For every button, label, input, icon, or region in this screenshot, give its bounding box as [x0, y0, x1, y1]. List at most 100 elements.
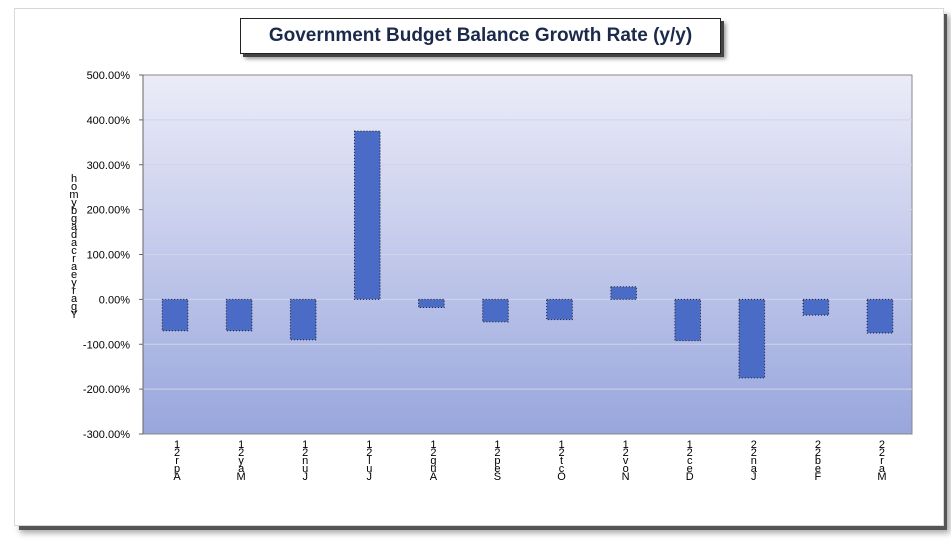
x-tick-char: b: [815, 455, 821, 467]
x-tick-char: 2: [494, 447, 500, 459]
y-tick-label: -300.00%: [83, 429, 130, 441]
x-tick-char: e: [687, 463, 693, 475]
y-label-char: d: [71, 229, 77, 241]
x-tick-char: e: [815, 463, 821, 475]
x-tick-char: 2: [430, 447, 436, 459]
x-tick-char: O: [557, 471, 566, 483]
bar: [546, 298, 573, 321]
x-tick-char: 1: [623, 439, 629, 451]
x-tick-char: p: [494, 455, 500, 467]
x-tick-char: 2: [558, 447, 564, 459]
x-tick-char: u: [302, 463, 308, 475]
x-tick-char: a: [751, 463, 758, 475]
y-tick-label: -200.00%: [83, 384, 130, 396]
bar: [161, 298, 189, 332]
x-tick-char: l: [368, 455, 370, 467]
x-tick-char: 2: [751, 439, 757, 451]
x-tick-char: J: [367, 471, 373, 483]
x-tick-char: 1: [302, 439, 308, 451]
x-tick-char: 1: [558, 439, 564, 451]
x-tick-char: 2: [366, 447, 372, 459]
x-tick-char: 2: [751, 447, 757, 459]
x-axis-ticks: 12rpA12yaM12nuJ12luJ12guA12peS12tcO12voN…: [173, 439, 886, 483]
x-tick-char: a: [879, 463, 886, 475]
x-tick-char: 2: [687, 447, 693, 459]
y-label-char: m: [69, 189, 78, 201]
x-tick-char: 1: [687, 439, 693, 451]
y-label-char: e: [71, 269, 77, 281]
bar: [738, 298, 766, 379]
y-label-char: g: [71, 213, 77, 225]
y-tick-label: 300.00%: [87, 160, 131, 172]
y-tick-label: 200.00%: [87, 205, 131, 217]
bar: [802, 298, 830, 316]
bar: [353, 130, 381, 300]
bar: [674, 298, 702, 342]
x-tick-char: J: [751, 471, 757, 483]
y-label-char: b: [71, 205, 77, 217]
x-tick-char: 2: [302, 447, 308, 459]
x-tick-char: 1: [494, 439, 500, 451]
y-label-char: y: [71, 197, 77, 209]
x-tick-char: o: [623, 463, 629, 475]
y-label-char: a: [71, 237, 78, 249]
x-tick-char: e: [494, 463, 500, 475]
x-tick-char: c: [687, 455, 693, 467]
x-tick-char: v: [623, 455, 629, 467]
y-label-char: h: [71, 173, 77, 185]
x-tick-char: c: [559, 463, 565, 475]
x-tick-char: t: [560, 455, 563, 467]
x-tick-char: 2: [879, 439, 885, 451]
x-tick-char: A: [173, 471, 181, 483]
x-tick-char: M: [237, 471, 246, 483]
x-tick-char: n: [302, 455, 308, 467]
y-label-char: o: [71, 181, 77, 193]
x-tick-char: 2: [174, 447, 180, 459]
y-label-char: y: [71, 277, 77, 289]
bar: [610, 286, 637, 300]
chart-title: Government Budget Balance Growth Rate (y…: [240, 18, 721, 54]
x-tick-char: 1: [430, 439, 436, 451]
y-tick-label: 0.00%: [99, 294, 130, 306]
x-tick-char: 2: [623, 447, 629, 459]
x-tick-char: g: [430, 455, 436, 467]
x-tick-char: D: [686, 471, 694, 483]
x-tick-char: F: [815, 471, 822, 483]
bars: [161, 130, 894, 379]
x-tick-char: u: [366, 463, 372, 475]
bar: [482, 298, 509, 323]
x-tick-char: n: [751, 455, 757, 467]
x-tick-char: r: [175, 455, 179, 467]
x-tick-char: p: [174, 463, 180, 475]
x-tick-char: 2: [879, 447, 885, 459]
x-tick-char: M: [877, 471, 886, 483]
x-tick-char: 2: [238, 447, 244, 459]
y-label-char: a: [71, 221, 78, 233]
y-label-char: r: [72, 285, 76, 297]
y-label-char: c: [71, 245, 77, 257]
y-tick-label: 100.00%: [87, 250, 131, 262]
bar: [289, 298, 317, 341]
x-tick-char: 1: [366, 439, 372, 451]
x-tick-char: S: [494, 471, 501, 483]
x-tick-char: 1: [174, 439, 180, 451]
y-label-char: a: [71, 261, 78, 273]
y-label-char: a: [71, 293, 78, 305]
y-axis-ticks: 500.00% 400.00% 300.00% 200.00% 100.00% 0.00%…: [83, 70, 144, 441]
x-tick-char: A: [430, 471, 438, 483]
x-tick-char: 1: [238, 439, 244, 451]
bar: [418, 298, 445, 308]
